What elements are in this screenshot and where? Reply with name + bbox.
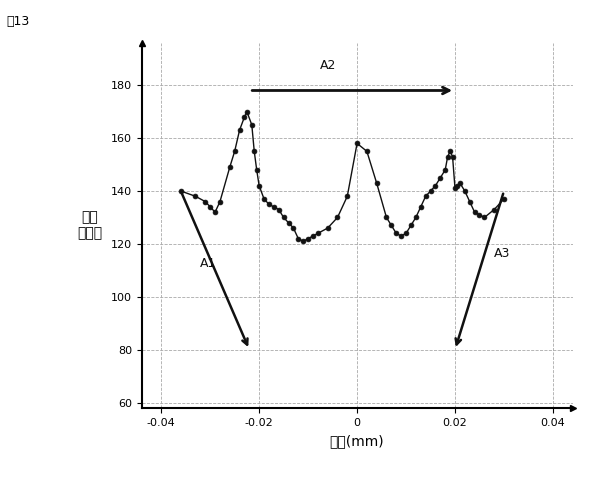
X-axis label: 変位(mm): 変位(mm) xyxy=(330,435,384,448)
Text: A3: A3 xyxy=(494,247,511,260)
Text: 図13: 図13 xyxy=(6,15,29,28)
Text: A2: A2 xyxy=(320,59,336,72)
Y-axis label: 輝度
レベル: 輝度 レベル xyxy=(77,210,102,241)
Text: A1: A1 xyxy=(200,257,217,270)
